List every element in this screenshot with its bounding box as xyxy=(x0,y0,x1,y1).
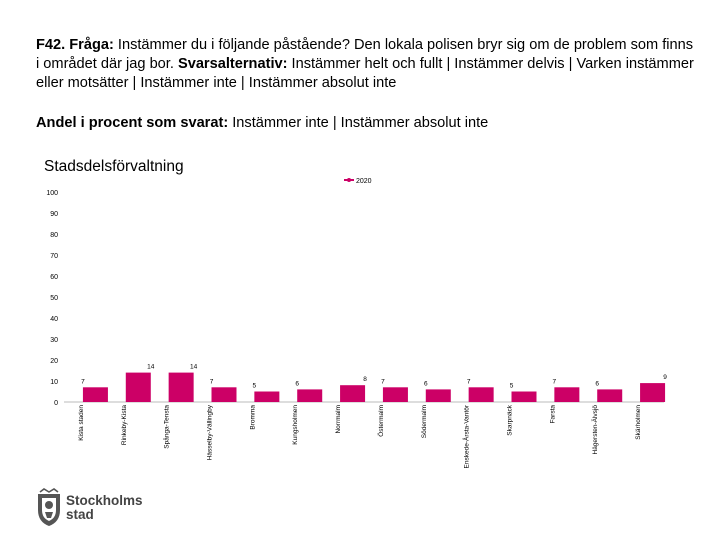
data-label: 7 xyxy=(210,378,214,385)
data-label: 7 xyxy=(381,378,385,385)
share-body: Instämmer inte | Instämmer absolut inte xyxy=(228,115,489,131)
y-tick-label: 60 xyxy=(50,274,58,281)
category-label: Bromma xyxy=(249,405,256,430)
legend-label: 2020 xyxy=(356,178,372,185)
bar xyxy=(597,389,623,402)
bar xyxy=(82,387,108,402)
logo-line-2: stad xyxy=(66,507,94,522)
category-label: Östermalm xyxy=(377,405,385,437)
y-tick-label: 90 xyxy=(50,211,58,218)
category-label: Kista staden xyxy=(78,405,85,441)
data-label: 5 xyxy=(253,383,257,390)
category-label: Skarpnäck xyxy=(507,404,514,435)
bar xyxy=(297,389,323,402)
bar xyxy=(511,391,537,402)
category-label: Södermalm xyxy=(421,405,428,438)
category-label: Skärholmen xyxy=(635,405,642,440)
question-text: F42. Fråga: Instämmer du i följande påst… xyxy=(36,36,696,93)
y-tick-label: 30 xyxy=(50,337,58,344)
share-text: Andel i procent som svarat: Instämmer in… xyxy=(36,114,696,133)
logo-line-1: Stockholms xyxy=(66,493,143,508)
y-tick-label: 50 xyxy=(50,295,58,302)
category-label: Hägersten-Älvsjö xyxy=(591,405,599,455)
bar xyxy=(382,387,408,402)
bar xyxy=(254,391,280,402)
data-label: 7 xyxy=(81,378,85,385)
data-label: 14 xyxy=(190,364,198,371)
question-body: Instämmer du i följande påstående? Den l… xyxy=(36,37,694,72)
data-label: 6 xyxy=(295,380,299,387)
bar xyxy=(168,372,194,402)
chart-title: Stadsdelsförvaltning xyxy=(44,158,184,175)
legend-marker xyxy=(347,178,351,182)
answers-label: Svarsalternativ: xyxy=(177,56,288,72)
category-label: Rinkeby-Kista xyxy=(121,405,128,445)
bar xyxy=(554,387,580,402)
data-label: 5 xyxy=(510,383,514,390)
bar xyxy=(340,385,366,402)
data-label: 6 xyxy=(595,380,599,387)
data-label: 7 xyxy=(553,378,557,385)
data-label: 9 xyxy=(663,374,667,381)
y-tick-label: 40 xyxy=(50,316,58,323)
y-tick-label: 20 xyxy=(50,358,58,365)
bar xyxy=(425,389,451,402)
category-label: Hässelby-Vällingby xyxy=(207,404,214,460)
y-tick-label: 70 xyxy=(50,253,58,260)
category-label: Kungsholmen xyxy=(292,405,299,445)
data-label: 7 xyxy=(467,378,471,385)
bar xyxy=(468,387,494,402)
y-tick-label: 0 xyxy=(54,400,58,407)
data-label: 6 xyxy=(424,380,428,387)
bar xyxy=(640,383,666,402)
data-label: 8 xyxy=(363,376,367,383)
logo-text: Stockholms stad xyxy=(66,494,143,522)
bar xyxy=(211,387,237,402)
y-tick-label: 100 xyxy=(46,190,58,197)
answers-body: Instämmer helt och fullt | Instämmer del… xyxy=(36,56,694,91)
y-tick-label: 10 xyxy=(50,379,58,386)
category-label: Enskede-Årsta-Vantör xyxy=(462,404,471,468)
stockholms-stad-logo-icon xyxy=(38,488,60,526)
category-label: Spånga-Tensta xyxy=(163,405,171,449)
question-label: F42. Fråga: xyxy=(36,37,114,53)
share-label: Andel i procent som svarat: xyxy=(36,115,229,131)
y-tick-label: 80 xyxy=(50,232,58,239)
category-label: Farsta xyxy=(549,405,556,424)
data-label: 14 xyxy=(147,364,155,371)
bar xyxy=(125,372,151,402)
category-label: Norrmalm xyxy=(335,405,342,434)
